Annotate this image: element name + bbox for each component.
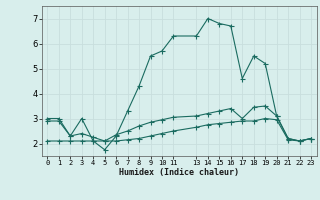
X-axis label: Humidex (Indice chaleur): Humidex (Indice chaleur) [119,168,239,177]
